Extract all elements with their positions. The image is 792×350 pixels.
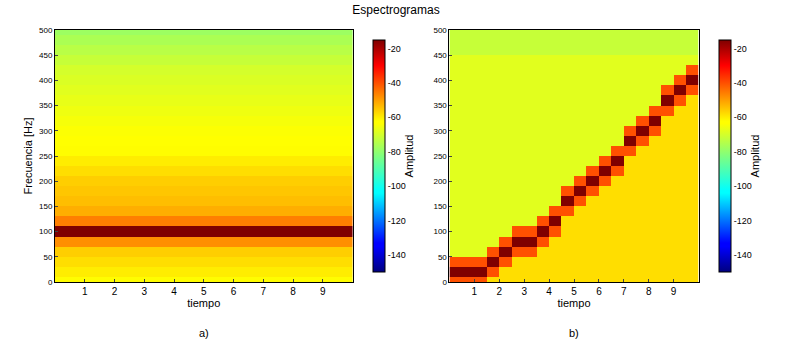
svg-text:-40: -40 (388, 78, 401, 88)
svg-text:500: 500 (433, 26, 447, 35)
svg-text:-60: -60 (388, 112, 401, 122)
svg-text:450: 450 (39, 51, 53, 60)
svg-text:0: 0 (442, 278, 447, 287)
svg-text:Amplitud: Amplitud (403, 135, 415, 178)
svg-text:7: 7 (261, 286, 267, 297)
svg-text:8: 8 (290, 286, 296, 297)
svg-text:400: 400 (433, 76, 447, 85)
svg-text:150: 150 (39, 202, 53, 211)
svg-text:500: 500 (39, 26, 53, 35)
svg-text:50: 50 (438, 253, 447, 262)
svg-text:-100: -100 (388, 181, 406, 191)
svg-text:tiempo: tiempo (187, 297, 220, 309)
svg-text:-20: -20 (388, 44, 401, 54)
svg-text:-60: -60 (734, 112, 747, 122)
svg-text:-80: -80 (734, 147, 747, 157)
svg-text:-140: -140 (734, 250, 752, 260)
svg-text:3: 3 (521, 286, 527, 297)
svg-text:300: 300 (433, 127, 447, 136)
svg-text:-40: -40 (734, 78, 747, 88)
svg-text:6: 6 (596, 286, 602, 297)
svg-text:-120: -120 (388, 216, 406, 226)
svg-text:50: 50 (43, 253, 52, 262)
svg-text:100: 100 (39, 227, 53, 236)
svg-text:250: 250 (39, 152, 53, 161)
svg-text:350: 350 (39, 101, 53, 110)
svg-text:-120: -120 (734, 216, 752, 226)
svg-text:350: 350 (433, 101, 447, 110)
svg-text:-100: -100 (734, 181, 752, 191)
svg-text:Frecuencia [Hz]: Frecuencia [Hz] (22, 117, 34, 194)
svg-text:5: 5 (201, 286, 207, 297)
svg-text:250: 250 (433, 152, 447, 161)
svg-text:Espectrogramas: Espectrogramas (352, 3, 439, 17)
svg-text:a): a) (199, 327, 209, 339)
svg-text:7: 7 (621, 286, 627, 297)
svg-text:100: 100 (433, 227, 447, 236)
svg-text:4: 4 (171, 286, 177, 297)
svg-text:2: 2 (496, 286, 502, 297)
svg-text:0: 0 (48, 278, 53, 287)
svg-text:b): b) (569, 327, 579, 339)
svg-text:2: 2 (112, 286, 118, 297)
svg-text:8: 8 (646, 286, 652, 297)
svg-text:9: 9 (320, 286, 326, 297)
svg-text:Amplitud: Amplitud (749, 135, 761, 178)
svg-text:1: 1 (82, 286, 88, 297)
svg-text:400: 400 (39, 76, 53, 85)
svg-text:150: 150 (433, 202, 447, 211)
svg-text:450: 450 (433, 51, 447, 60)
svg-text:tiempo: tiempo (557, 297, 590, 309)
svg-text:9: 9 (671, 286, 677, 297)
svg-text:200: 200 (433, 177, 447, 186)
svg-text:4: 4 (546, 286, 552, 297)
svg-text:300: 300 (39, 127, 53, 136)
svg-text:5: 5 (571, 286, 577, 297)
svg-text:-140: -140 (388, 250, 406, 260)
svg-text:3: 3 (141, 286, 147, 297)
svg-text:-20: -20 (734, 44, 747, 54)
svg-text:6: 6 (231, 286, 237, 297)
svg-text:1: 1 (472, 286, 478, 297)
svg-text:-80: -80 (388, 147, 401, 157)
svg-text:200: 200 (39, 177, 53, 186)
